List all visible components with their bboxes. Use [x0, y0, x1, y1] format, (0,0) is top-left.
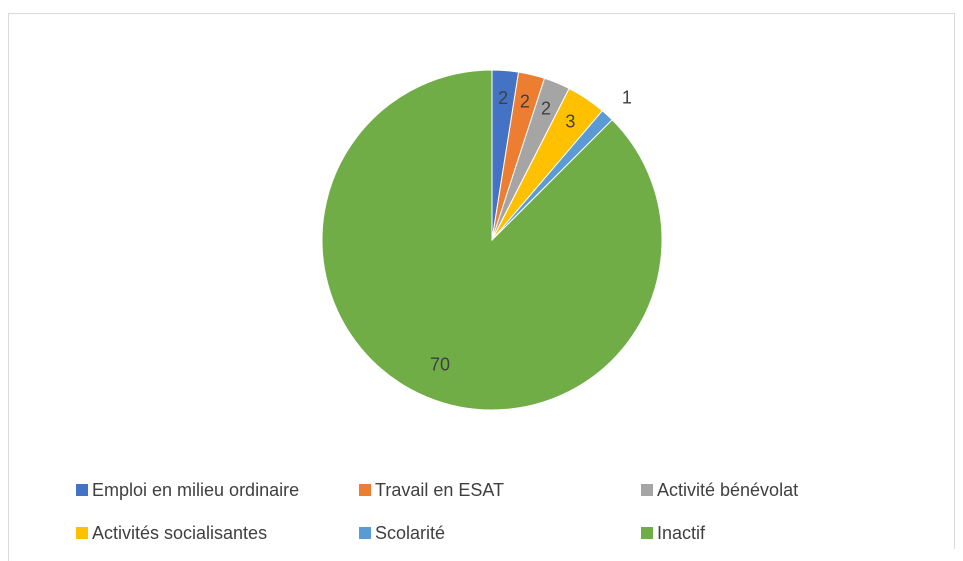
page-bottom-cut — [0, 549, 963, 561]
legend-label-socialisantes: Activités socialisantes — [92, 522, 268, 543]
legend-swatch-esat — [359, 484, 371, 496]
legend-swatch-emploi — [76, 484, 88, 496]
pie-slices — [321, 69, 663, 411]
legend-swatch-inactif — [641, 527, 653, 539]
legend-item-scolarite[interactable]: Scolarité — [359, 522, 445, 544]
legend-label-emploi: Emploi en milieu ordinaire — [92, 479, 300, 500]
legend-swatch-socialisantes — [76, 527, 88, 539]
legend-item-emploi[interactable]: Emploi en milieu ordinaire — [76, 479, 299, 501]
legend-label-inactif: Inactif — [657, 522, 706, 543]
legend-label-esat: Travail en ESAT — [375, 479, 505, 500]
legend-label-benevolat: Activité bénévolat — [657, 479, 799, 500]
legend-item-inactif[interactable]: Inactif — [641, 522, 705, 544]
pie-data-label-1: 2 — [520, 92, 530, 112]
legend-item-benevolat[interactable]: Activité bénévolat — [641, 479, 798, 501]
pie-data-label-2: 2 — [541, 98, 551, 118]
pie-data-label-0: 2 — [498, 88, 508, 108]
pie-data-label-5: 70 — [430, 354, 450, 374]
pie-data-label-4: 1 — [622, 87, 632, 107]
pie-slice-5[interactable] — [321, 69, 663, 411]
legend-item-socialisantes[interactable]: Activités socialisantes — [76, 522, 267, 544]
legend-swatch-benevolat — [641, 484, 653, 496]
legend-item-esat[interactable]: Travail en ESAT — [359, 479, 504, 501]
legend-label-scolarite: Scolarité — [375, 522, 446, 543]
frame-left-edge — [8, 13, 9, 561]
pie-data-label-3: 3 — [565, 111, 575, 131]
legend-swatch-scolarite — [359, 527, 371, 539]
